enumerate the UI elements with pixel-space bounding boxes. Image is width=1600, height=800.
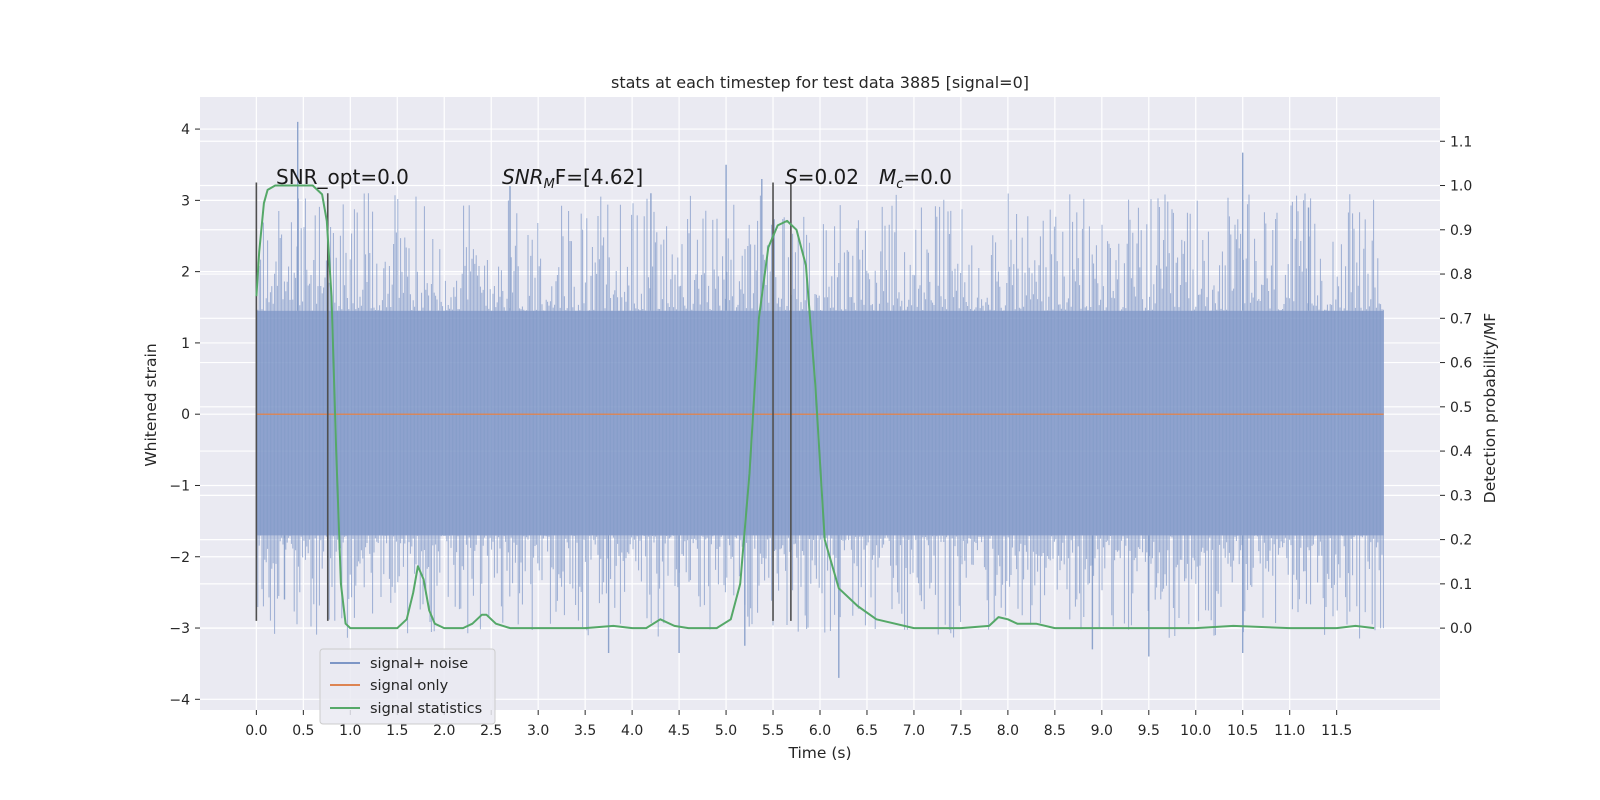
x-tick-label: 11.5 [1321,723,1352,739]
noise-peaks [283,121,1310,678]
y-right-tick-label: 0.1 [1450,577,1472,593]
series-signal-statistics [255,184,1375,630]
y-axis-left-title: Whitened strain [142,343,160,466]
annotation-s-stat-main: S [785,165,798,189]
x-tick-label: 1.0 [339,723,361,739]
annotation-mc-rest: =0.0 [903,165,952,189]
x-tick-label: 1.5 [386,723,408,739]
x-tick-label: 7.5 [950,723,972,739]
y-axis-left-ticks: 4 3 2 1 0 −1 −2 −3 −4 [169,122,200,708]
chart-title: stats at each timestep for test data 388… [611,73,1029,92]
x-axis-ticks: 0.0 0.5 1.0 1.5 2.0 2.5 3.0 3.5 4.0 4.5 5.0 5.5 6.0 6… [245,710,1352,739]
y-right-tick-label: 0.6 [1450,356,1472,372]
annotation-snr-mf-rest: F=[4.62] [555,165,643,189]
y-right-tick-label: 1.1 [1450,134,1472,150]
x-tick-label: 3.0 [527,723,549,739]
y-left-tick-label: −3 [169,621,190,637]
legend-label-signal-statistics: signal statistics [370,701,482,717]
y-axis-right-ticks: 1.1 1.0 0.9 0.8 0.7 0.6 0.5 0.4 0.3 0.2 0.1 0.0 [1440,134,1472,637]
x-axis-title: Time (s) [787,744,851,762]
annotation-mc-sub: c [896,177,903,192]
x-tick-label: 3.5 [574,723,596,739]
annotation-mc-main: M [879,165,896,189]
annotation-snr-mf-main: SNR [502,165,544,189]
y-right-tick-label: 0.2 [1450,533,1472,549]
x-tick-label: 5.0 [715,723,737,739]
legend: signal+ noise signal only signal statist… [319,648,496,725]
x-tick-label: 6.0 [809,723,831,739]
y-right-tick-label: 0.5 [1450,400,1472,416]
x-tick-label: 8.0 [997,723,1019,739]
x-tick-label: 7.0 [903,723,925,739]
series-signal-plus-noise [255,121,1384,678]
y-left-tick-label: 4 [181,122,190,138]
y-right-tick-label: 0.0 [1450,621,1472,637]
x-tick-label: 10.0 [1180,723,1211,739]
annotation-s-stat-rest: =0.02 [798,165,859,189]
x-tick-label: 9.5 [1138,723,1160,739]
signal-statistics-line [255,184,1375,630]
y-left-tick-label: 2 [181,265,190,281]
y-left-tick-label: −1 [169,478,190,494]
y-right-tick-label: 1.0 [1450,179,1472,195]
annotation-s-stat: S=0.02 [785,165,859,189]
marker-lines [255,182,792,621]
x-tick-label: 0.0 [245,723,267,739]
y-axis-right-title: Detection probability/MF [1481,313,1499,504]
annotation-snr-mf-sub: M [544,177,555,192]
x-tick-label: 10.5 [1227,723,1258,739]
y-left-tick-label: −2 [169,550,190,566]
legend-label-signal-only: signal only [370,678,449,694]
legend-box [319,648,496,725]
annotation-snr-opt: SNR_opt=0.0 [276,165,409,189]
y-right-tick-label: 0.9 [1450,223,1472,239]
y-right-tick-label: 0.7 [1450,311,1472,327]
y-right-tick-label: 0.4 [1450,444,1472,460]
y-left-tick-label: 1 [181,336,190,352]
annotation-mc: Mc=0.0 [879,165,952,192]
legend-label-signal-plus-noise: signal+ noise [370,656,468,672]
annotation-snr-mf: SNRMF=[4.62] [502,165,643,192]
x-tick-label: 2.5 [480,723,502,739]
y-right-tick-label: 0.3 [1450,488,1472,504]
x-tick-label: 4.0 [621,723,643,739]
y-left-tick-label: −4 [169,692,190,708]
x-tick-label: 11.0 [1274,723,1305,739]
x-tick-label: 4.5 [668,723,690,739]
x-tick-label: 2.0 [433,723,455,739]
x-tick-label: 5.5 [762,723,784,739]
x-tick-label: 6.5 [856,723,878,739]
y-left-tick-label: 3 [181,193,190,209]
y-left-tick-label: 0 [181,407,190,423]
x-tick-label: 8.5 [1044,723,1066,739]
x-tick-label: 9.0 [1091,723,1113,739]
x-tick-label: 0.5 [292,723,314,739]
y-right-tick-label: 0.8 [1450,267,1472,283]
